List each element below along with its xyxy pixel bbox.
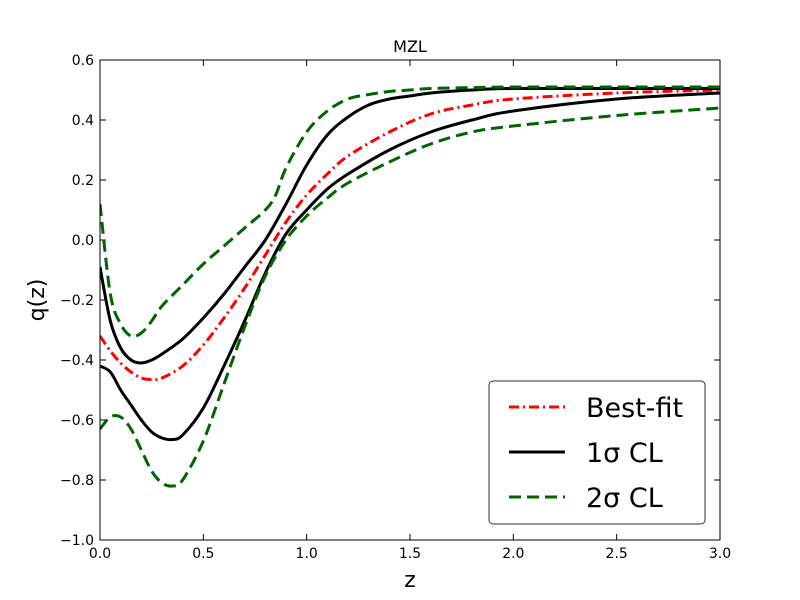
y-tick-label: 0.6 (72, 53, 94, 69)
legend-label: 2σ CL (586, 483, 663, 514)
x-tick-label: 2.5 (606, 546, 628, 562)
y-tick-label: −0.4 (60, 353, 94, 369)
series-line-best-fit (100, 88, 720, 382)
x-tick-label: 0.0 (89, 546, 111, 562)
series-line-2-cl-lower (100, 106, 720, 488)
series-line-1-cl-lower (100, 91, 720, 442)
x-tick-label: 3.0 (709, 546, 731, 562)
legend-box (488, 380, 706, 525)
x-axis-label: z (404, 568, 416, 593)
series-lines (100, 85, 720, 488)
y-tick-label: −0.2 (60, 293, 94, 309)
legend-label: Best-fit (586, 393, 683, 424)
series-line-1-cl-upper (100, 86, 720, 365)
y-tick-label: −1.0 (60, 533, 94, 549)
y-axis-label: q(z) (25, 279, 50, 322)
y-tick-label: 0.0 (72, 233, 94, 249)
y-tick-label: 0.2 (72, 173, 94, 189)
plot-frame (99, 59, 721, 541)
y-tick-label: 0.4 (72, 113, 94, 129)
y-tick-label: −0.6 (60, 413, 94, 429)
legend: Best-fit 1σ CL 2σ CL (488, 380, 706, 525)
chart-title: MZL (393, 37, 427, 56)
legend-label: 1σ CL (586, 438, 663, 469)
y-tick-label: −0.8 (60, 473, 94, 489)
series-line-2-cl-upper (100, 85, 720, 339)
x-tick-label: 2.0 (502, 546, 524, 562)
x-tick-label: 1.0 (296, 546, 318, 562)
x-tick-label: 1.5 (399, 546, 421, 562)
x-tick-label: 0.5 (192, 546, 214, 562)
ticks: 0.0 0.5 1.0 1.5 2.0 2.5 3.0 −1.0 −0.8 −0.6 −0.4 −0.… (60, 53, 731, 562)
